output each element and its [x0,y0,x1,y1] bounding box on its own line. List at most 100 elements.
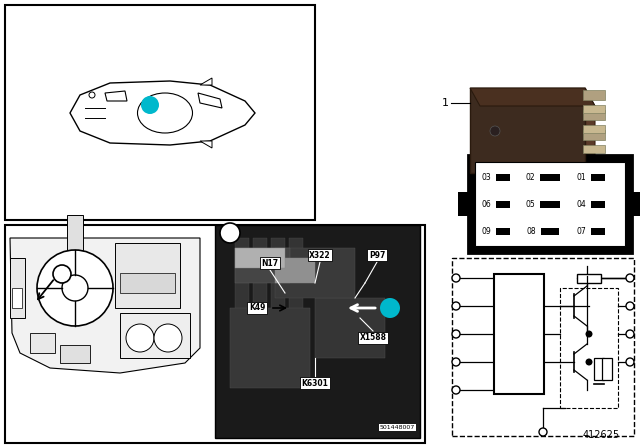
Circle shape [626,274,634,282]
Ellipse shape [138,93,193,133]
Bar [540,174,560,181]
Circle shape [154,324,182,352]
Text: 1: 1 [442,98,449,108]
Polygon shape [470,173,595,191]
Bar [494,274,544,394]
Text: 04: 04 [576,199,586,208]
Text: 01: 01 [577,172,586,181]
Bar [10,258,25,318]
Polygon shape [200,141,212,148]
Polygon shape [10,238,200,373]
Circle shape [53,265,71,283]
Circle shape [626,302,634,310]
Bar [275,258,315,283]
Bar [115,243,180,308]
Bar [275,248,355,298]
Bar [215,225,420,438]
Bar [60,345,90,363]
Circle shape [452,302,460,310]
Circle shape [62,275,88,301]
Text: K49: K49 [249,303,265,313]
Bar [594,358,604,380]
Bar [591,228,605,235]
Bar [591,201,605,208]
Bar [5,225,425,443]
Bar [235,238,249,338]
Bar [230,308,310,388]
Text: P97: P97 [369,250,385,259]
Text: 1: 1 [147,100,154,110]
Bar [591,174,605,181]
Polygon shape [105,91,127,101]
Circle shape [626,330,634,338]
Bar [577,274,601,283]
Text: 07: 07 [576,227,586,236]
Circle shape [89,92,95,98]
Polygon shape [198,93,222,108]
Text: 08: 08 [526,227,536,236]
Circle shape [37,250,113,326]
Bar [5,5,315,220]
Circle shape [586,331,593,337]
Circle shape [452,274,460,282]
Bar [602,358,612,380]
Text: 1: 1 [227,228,234,238]
Text: 501448007: 501448007 [380,425,415,430]
Polygon shape [470,88,595,106]
Circle shape [126,324,154,352]
Bar [496,201,510,208]
Polygon shape [470,88,585,173]
Circle shape [586,358,593,366]
Bar [12,288,22,308]
Bar [315,298,385,358]
Polygon shape [585,88,595,191]
Circle shape [626,358,634,366]
Bar [120,273,175,293]
Text: 06: 06 [481,199,491,208]
Bar [583,130,605,140]
Bar [120,313,190,358]
Bar [583,110,605,120]
Bar [30,333,55,353]
Circle shape [539,428,547,436]
Text: 02: 02 [525,172,535,181]
Polygon shape [70,81,255,145]
Bar [583,90,605,100]
Text: 09: 09 [481,227,491,236]
Text: K6301: K6301 [301,379,328,388]
Bar [67,215,83,250]
Bar [583,105,605,113]
Bar [271,238,285,338]
Polygon shape [200,78,212,85]
Circle shape [220,223,240,243]
Text: N17: N17 [261,258,278,267]
Text: X322: X322 [309,250,331,259]
Bar [541,228,559,235]
Bar [235,248,290,283]
Text: 1: 1 [387,303,394,313]
Bar [540,201,560,208]
Circle shape [380,298,400,318]
Text: 1: 1 [59,269,65,279]
Bar [496,174,510,181]
Text: X1588: X1588 [360,333,387,343]
Circle shape [452,386,460,394]
Circle shape [452,358,460,366]
Bar [583,125,605,133]
Bar [452,258,634,436]
Text: 05: 05 [525,199,535,208]
Circle shape [452,330,460,338]
Bar [560,288,618,408]
Text: 412625: 412625 [583,430,620,440]
Bar [253,238,267,338]
Bar [468,155,632,253]
Bar [583,145,605,153]
Circle shape [490,126,500,136]
Bar [235,248,285,268]
Bar [289,238,303,338]
Bar [475,162,625,246]
Bar [496,228,510,235]
Bar [630,192,640,216]
Circle shape [141,96,159,114]
Bar [458,192,470,216]
